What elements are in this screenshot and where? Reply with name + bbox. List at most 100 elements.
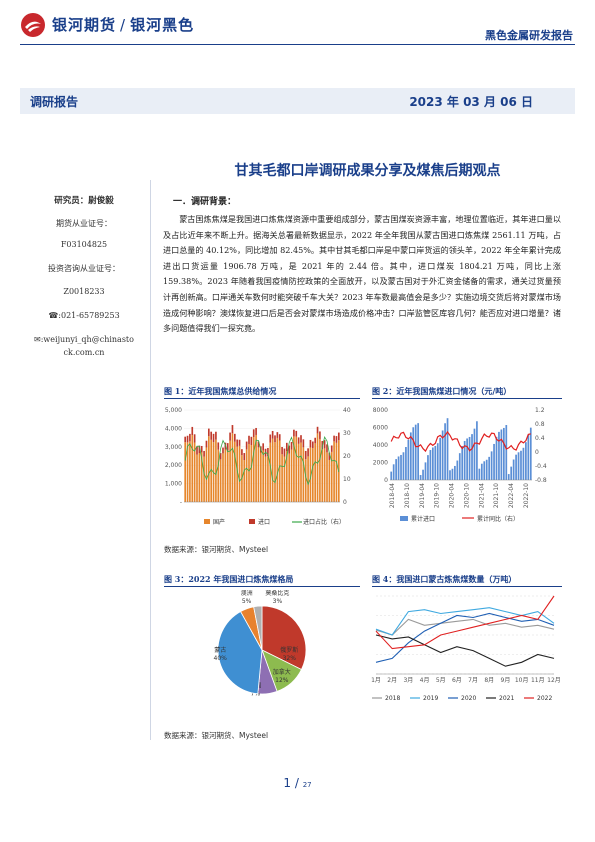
fig1-bar-import <box>295 430 298 437</box>
fig1-right-tick: 40 <box>343 407 351 414</box>
fig1-bar-domestic <box>290 449 293 502</box>
fig1-ratio-line <box>184 436 340 486</box>
fig1-bar-import <box>326 444 328 453</box>
fig2-bar-cumulative <box>517 452 520 480</box>
invest-license-number: Z0018233 <box>63 287 105 296</box>
fig4-series-line <box>375 634 555 667</box>
fig1-bar-import <box>283 448 286 457</box>
fig1-bar-domestic <box>219 459 222 502</box>
fig4-x-tick: 9月 <box>501 677 511 684</box>
fig1-bar-import <box>219 453 222 460</box>
fig2-bar-cumulative <box>424 462 427 480</box>
fig1-bar-domestic <box>302 447 305 502</box>
fig1-bar-domestic <box>217 449 220 502</box>
fig2-bar-cumulative <box>409 432 412 480</box>
fig2-legend-swatch <box>400 516 408 521</box>
fig1-bar-import <box>311 441 314 449</box>
fig3-title: 图 3：2022 年我国进口炼焦煤格局 <box>164 574 294 584</box>
fig1-bar-import <box>186 435 189 443</box>
fig2-bar-cumulative <box>522 447 525 480</box>
fig3-slice <box>261 605 307 671</box>
fig2-bar-cumulative <box>444 423 446 480</box>
fig4-x-tick: 11月 <box>531 677 545 684</box>
brand-main: 银河期货 <box>52 16 117 34</box>
fig2-bar-cumulative <box>512 459 515 480</box>
fig1-bar-domestic <box>189 441 191 502</box>
fig1-bar-domestic <box>295 436 298 502</box>
fig1-bar-import <box>229 432 231 441</box>
fig3-slice-value: 12% <box>275 677 289 684</box>
report-category: 调研报告 <box>30 95 79 109</box>
fig1-bar-domestic <box>233 441 236 502</box>
fig1-bar-domestic <box>297 443 300 502</box>
fig4-x-tick: 3月 <box>403 677 413 684</box>
fig1-bar-import <box>212 433 215 443</box>
fig2-bar-cumulative <box>483 461 486 480</box>
fig4-legend-label: 2022 <box>537 695 552 702</box>
fig4-series-line <box>375 618 555 636</box>
fig1-bar-import <box>189 433 191 442</box>
fig1-bar-import <box>184 436 187 443</box>
fig1-bar-import <box>335 436 338 443</box>
email-line-2[interactable]: ck.com.cn <box>63 348 105 357</box>
fig1-bar-domestic <box>283 456 286 502</box>
fig1-bar-import <box>274 435 276 443</box>
fig1-bar-domestic <box>226 450 229 502</box>
fig2-bar-cumulative <box>468 436 471 480</box>
fig1-bar-import <box>248 435 250 444</box>
fig4-x-tick: 4月 <box>420 677 430 684</box>
fig1-bar-domestic <box>243 460 246 502</box>
fig1-legend-label: 国产 <box>213 518 225 526</box>
fig2-bar-cumulative <box>458 453 461 480</box>
fig1-bar-domestic <box>278 440 281 502</box>
email-line-1[interactable]: ✉:weijunyi_qh@chinasto <box>34 335 134 344</box>
fig1-right-tick: 20 <box>343 453 351 460</box>
fig1-bar-import <box>262 443 265 451</box>
fig2-bar-cumulative <box>527 434 530 480</box>
fig3-rule <box>164 586 360 587</box>
fig1-bar-domestic <box>205 447 208 502</box>
fig1-bar-domestic <box>200 452 203 502</box>
fig2-bar-cumulative <box>485 459 488 480</box>
fig1-bar-import <box>217 442 220 450</box>
fig1-bar-import <box>236 439 239 447</box>
fig4-x-tick: 10月 <box>515 677 529 684</box>
fig1-bar-domestic <box>323 448 326 502</box>
fig1-bar-import <box>288 445 291 454</box>
fig1-bar-import <box>245 441 248 450</box>
data-source-2: 数据来源：银河期货、Mysteel <box>164 731 269 740</box>
page-number: 1 / 27 <box>0 776 595 790</box>
fig1-bar-domestic <box>203 456 205 502</box>
license-label: 期货从业证号： <box>56 219 112 228</box>
fig1-bar-domestic <box>248 443 250 502</box>
fig2-bar-cumulative <box>525 442 527 480</box>
fig2-bar-cumulative <box>446 418 449 480</box>
fig2-x-tick: 2022-04 <box>508 483 515 508</box>
fig4-chart: 1月 2月 3月 4月 5月 6月 7月 8月 9月 10月 11月 12月 2018 2019 2020 2… <box>371 595 561 702</box>
fig3-slice-label: 莫桑比克 <box>265 590 289 597</box>
fig1-bar-import <box>285 442 288 452</box>
fig3-slice-label: 澳洲 <box>241 590 253 597</box>
galaxy-logo-icon <box>21 13 45 37</box>
fig1-bar-domestic <box>236 446 239 502</box>
fig1-bar-import <box>203 450 205 457</box>
fig1-bar-domestic <box>326 452 328 502</box>
fig1-bar-domestic <box>311 448 314 502</box>
fig1-bar-domestic <box>309 447 312 502</box>
fig2-bar-cumulative <box>498 431 500 480</box>
fig2-bar-cumulative <box>505 425 508 480</box>
fig2-bar-cumulative <box>461 445 464 480</box>
fig1-bar-import <box>316 426 319 434</box>
fig2-bar-cumulative <box>407 439 410 480</box>
fig2-yoy-line <box>390 430 531 453</box>
fig1-bar-import <box>205 440 208 448</box>
fig1-bar-domestic <box>267 456 269 502</box>
fig2-bar-cumulative <box>454 465 456 480</box>
fig1-bar-import <box>207 428 210 437</box>
fig1-bar-domestic <box>191 435 194 502</box>
fig2-bar-cumulative <box>439 437 442 480</box>
fig1-chart: 5,000 4,000 3,000 2,000 1,000 - 40 30 20 10 0 国产 进口 进… <box>165 407 351 526</box>
fig2-bar-cumulative <box>427 455 429 480</box>
fig2-left-tick: 0 <box>384 477 388 484</box>
